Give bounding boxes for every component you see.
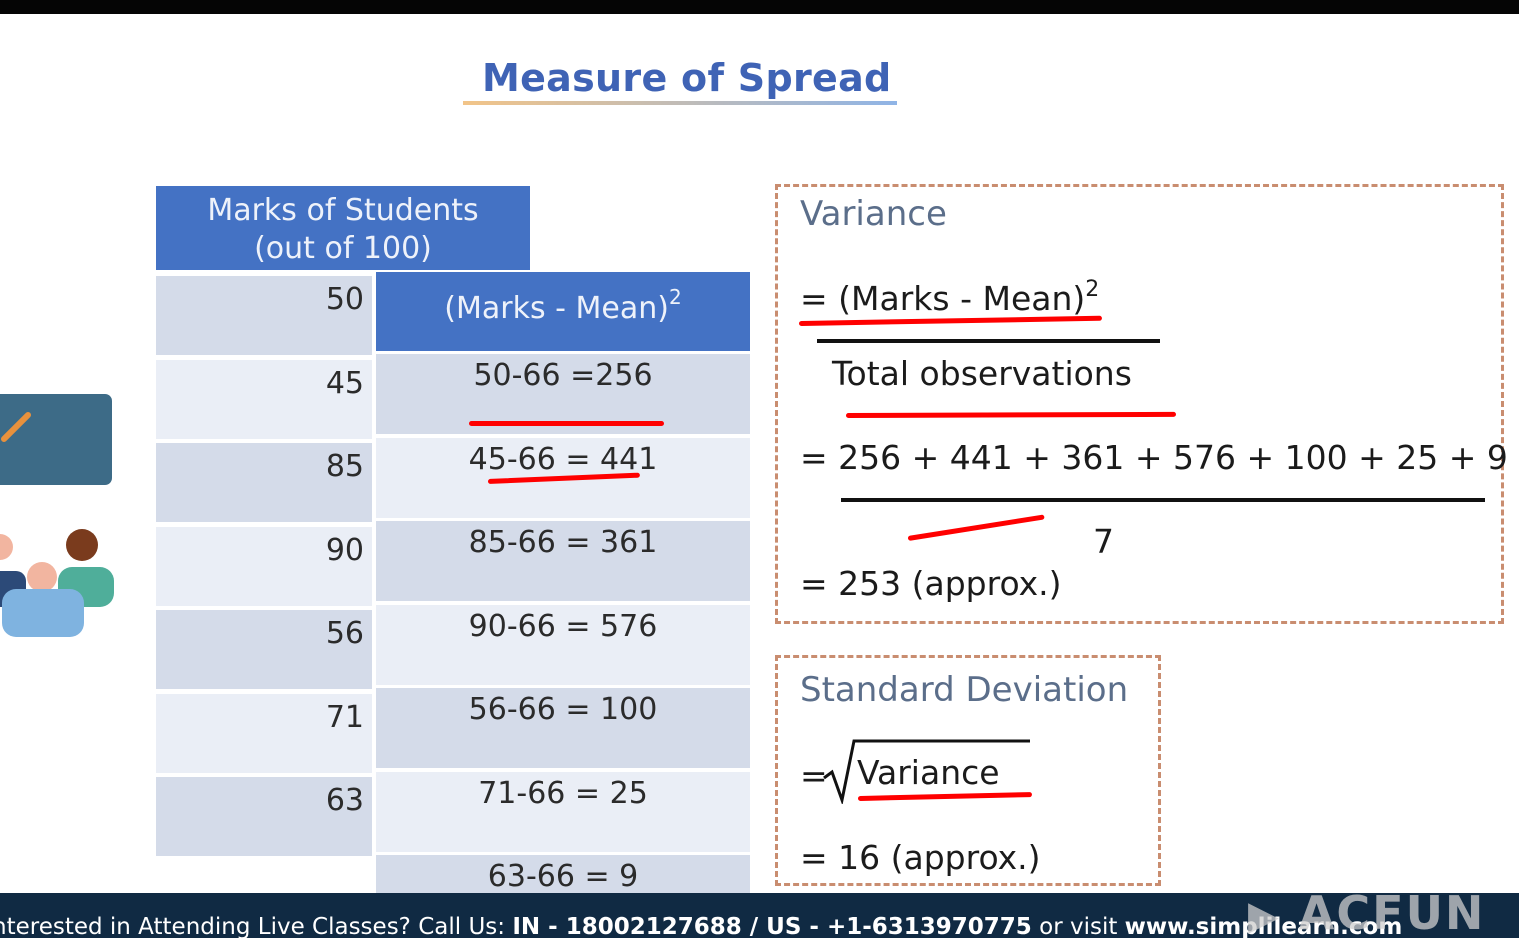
diff-cell: 63-66 = 9 <box>376 855 750 893</box>
variance-numerator-text: = (Marks - Mean) <box>800 279 1086 318</box>
fraction-bar-1 <box>817 339 1160 343</box>
marks-cell: 45 <box>156 359 372 439</box>
top-black-bar <box>0 0 1519 14</box>
variance-numerator: = (Marks - Mean)2 <box>800 277 1099 318</box>
marks-header-line-2: (out of 100) <box>254 231 432 266</box>
diff-column-header: (Marks - Mean)2 <box>376 272 750 351</box>
variance-result: = 253 (approx.) <box>800 564 1062 603</box>
footer-phones: IN - 18002127688 / US - +1-6313970775 <box>512 914 1032 938</box>
watermark-text: ACFUN <box>1298 886 1486 940</box>
diff-cell: 56-66 = 100 <box>376 688 750 768</box>
footer-or-visit: or visit <box>1031 914 1125 938</box>
marks-cell: 85 <box>156 443 372 522</box>
variance-sum: = 256 + 441 + 361 + 576 + 100 + 25 + 9 <box>800 438 1508 477</box>
variance-panel <box>775 184 1504 624</box>
footer-site-link[interactable]: www.simplilearn.com <box>1124 914 1403 938</box>
diff-cell: 50-66 =256 <box>376 354 750 434</box>
annotation-line-3 <box>469 421 664 426</box>
marks-cell: 90 <box>156 526 372 606</box>
footer-text: nterested in Attending Live Classes? Cal… <box>0 893 1402 938</box>
marks-cell: 50 <box>156 276 372 355</box>
footer-banner: nterested in Attending Live Classes? Cal… <box>0 893 1519 938</box>
acfun-watermark: ▶ ACFUN <box>1248 886 1485 940</box>
footer-intro: nterested in Attending Live Classes? Cal… <box>0 914 513 938</box>
marks-cell: 56 <box>156 610 372 689</box>
variance-label: Variance <box>800 194 947 234</box>
diff-header-text: (Marks - Mean) <box>444 291 669 326</box>
marks-cell: 71 <box>156 693 372 773</box>
std-dev-radicand: Variance <box>857 753 1000 792</box>
classroom-board-illustration <box>0 394 112 485</box>
square-root-icon <box>823 739 1030 804</box>
variance-divisor: 7 <box>1093 522 1114 561</box>
play-icon: ▶ <box>1248 893 1281 939</box>
std-dev-label: Standard Deviation <box>800 670 1129 710</box>
diff-cell: 45-66 = 441 <box>376 437 750 518</box>
diff-cell: 71-66 = 25 <box>376 771 750 852</box>
marks-header-line-1: Marks of Students <box>207 193 479 228</box>
marks-column-header: Marks of Students (out of 100) <box>156 186 530 270</box>
std-dev-result: = 16 (approx.) <box>800 838 1041 877</box>
variance-denominator: Total observations <box>832 354 1132 393</box>
diff-cell: 85-66 = 361 <box>376 521 750 601</box>
diff-header-exponent: 2 <box>668 285 682 309</box>
marks-cell: 63 <box>156 777 372 856</box>
page-title: Measure of Spread <box>482 56 892 100</box>
title-underline <box>463 101 897 105</box>
variance-numerator-exponent: 2 <box>1085 277 1100 302</box>
std-dev-eq: = <box>800 756 828 795</box>
students-icon <box>0 529 114 637</box>
fraction-bar-2 <box>841 498 1485 502</box>
diff-cell: 90-66 = 576 <box>376 604 750 685</box>
std-dev-panel <box>775 655 1161 886</box>
